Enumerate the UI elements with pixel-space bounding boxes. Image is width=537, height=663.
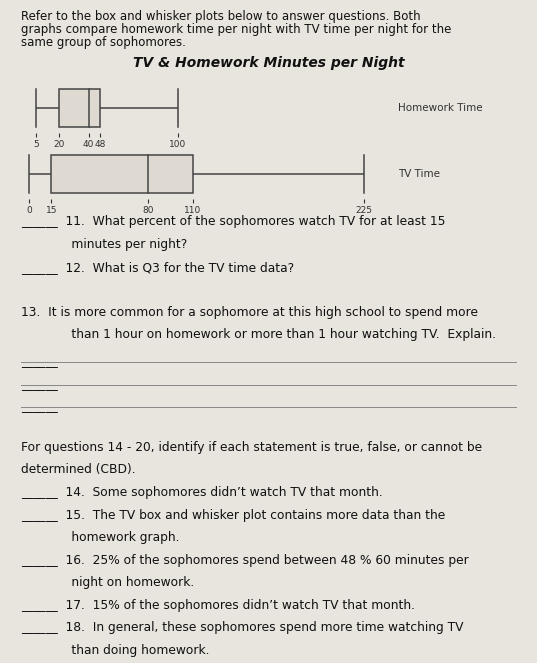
Text: ______  16.  25% of the sophomores spend between 48 % 60 minutes per: ______ 16. 25% of the sophomores spend b… xyxy=(21,554,469,567)
Text: 13.  It is more common for a sophomore at this high school to spend more: 13. It is more common for a sophomore at… xyxy=(21,306,478,319)
Text: ______  18.  In general, these sophomores spend more time watching TV: ______ 18. In general, these sophomores … xyxy=(21,621,464,634)
Text: ______  11.  What percent of the sophomores watch TV for at least 15: ______ 11. What percent of the sophomore… xyxy=(21,215,446,229)
Text: ______  14.  Some sophomores didn’t watch TV that month.: ______ 14. Some sophomores didn’t watch … xyxy=(21,486,383,499)
Text: than doing homework.: than doing homework. xyxy=(21,644,210,657)
Text: ______: ______ xyxy=(21,355,58,368)
Text: same group of sophomores.: same group of sophomores. xyxy=(21,36,186,50)
Text: determined (CBD).: determined (CBD). xyxy=(21,463,136,477)
Text: TV & Homework Minutes per Night: TV & Homework Minutes per Night xyxy=(133,56,404,70)
Text: For questions 14 - 20, identify if each statement is true, false, or cannot be: For questions 14 - 20, identify if each … xyxy=(21,441,483,454)
Text: ______: ______ xyxy=(21,378,58,391)
Text: homework graph.: homework graph. xyxy=(21,531,180,544)
Text: TV Time: TV Time xyxy=(397,169,440,179)
Bar xyxy=(52,155,193,193)
Text: minutes per night?: minutes per night? xyxy=(21,238,188,251)
Text: graphs compare homework time per night with TV time per night for the: graphs compare homework time per night w… xyxy=(21,23,452,36)
Text: ______  12.  What is Q3 for the TV time data?: ______ 12. What is Q3 for the TV time da… xyxy=(21,261,295,274)
Bar xyxy=(59,89,100,127)
Text: Homework Time: Homework Time xyxy=(397,103,482,113)
Text: ______  15.  The TV box and whisker plot contains more data than the: ______ 15. The TV box and whisker plot c… xyxy=(21,509,446,522)
Text: ______  17.  15% of the sophomores didn’t watch TV that month.: ______ 17. 15% of the sophomores didn’t … xyxy=(21,599,416,612)
Text: night on homework.: night on homework. xyxy=(21,576,195,589)
Text: ______: ______ xyxy=(21,400,58,413)
Text: Refer to the box and whisker plots below to answer questions. Both: Refer to the box and whisker plots below… xyxy=(21,10,421,23)
Text: than 1 hour on homework or more than 1 hour watching TV.  Explain.: than 1 hour on homework or more than 1 h… xyxy=(21,328,497,341)
